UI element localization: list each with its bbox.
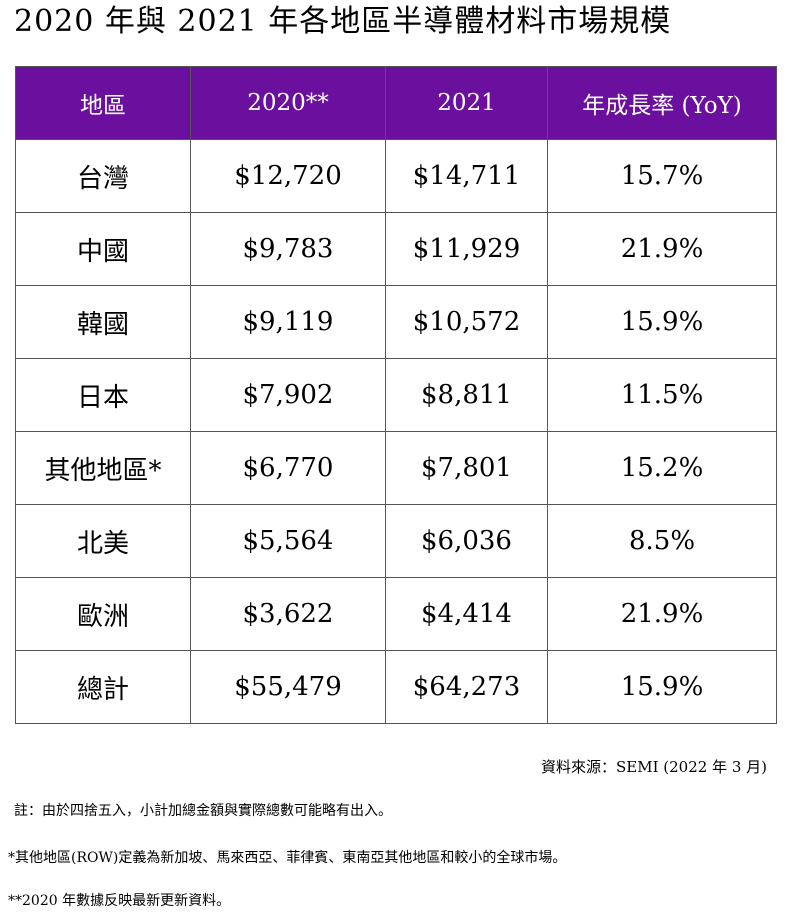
table-row: 北美 $5,564 $6,036 8.5% <box>15 504 777 578</box>
value-2021-cell: $11,929 <box>385 212 548 286</box>
yoy-cell: 21.9% <box>547 212 777 286</box>
yoy-cell: 15.7% <box>547 139 777 213</box>
value-2021-cell: $8,811 <box>385 358 548 432</box>
region-cell: 中國 <box>15 212 191 286</box>
yoy-cell: 15.2% <box>547 431 777 505</box>
page-title: 2020 年與 2021 年各地區半導體材料市場規模 <box>14 4 672 39</box>
value-2021-cell: $6,036 <box>385 504 548 578</box>
table-row: 台灣 $12,720 $14,711 15.7% <box>15 139 777 213</box>
value-2020-cell: $9,119 <box>190 285 386 359</box>
rounding-note: 註：由於四捨五入，小計加總金額與實際總數可能略有出入。 <box>14 803 392 819</box>
value-2021-cell: $10,572 <box>385 285 548 359</box>
source-citation: 資料來源：SEMI (2022 年 3 月) <box>540 758 767 776</box>
value-2020-cell: $12,720 <box>190 139 386 213</box>
region-cell: 台灣 <box>15 139 191 213</box>
value-2021-cell: $14,711 <box>385 139 548 213</box>
region-cell: 北美 <box>15 504 191 578</box>
region-cell: 總計 <box>15 650 191 724</box>
value-2020-cell: $55,479 <box>190 650 386 724</box>
value-2021-cell: $7,801 <box>385 431 548 505</box>
table-row-total: 總計 $55,479 $64,273 15.9% <box>15 650 777 724</box>
table-row: 歐洲 $3,622 $4,414 21.9% <box>15 577 777 651</box>
yoy-cell: 21.9% <box>547 577 777 651</box>
column-header-region: 地區 <box>15 66 191 140</box>
table-row: 中國 $9,783 $11,929 21.9% <box>15 212 777 286</box>
data-update-note: **2020 年數據反映最新更新資料。 <box>8 893 231 909</box>
table-header-row: 地區 2020** 2021 年成長率 (YoY) <box>15 66 777 140</box>
column-header-2020: 2020** <box>190 66 386 140</box>
yoy-cell: 15.9% <box>547 650 777 724</box>
value-2020-cell: $3,622 <box>190 577 386 651</box>
value-2020-cell: $9,783 <box>190 212 386 286</box>
table-row: 日本 $7,902 $8,811 11.5% <box>15 358 777 432</box>
yoy-cell: 11.5% <box>547 358 777 432</box>
region-cell: 日本 <box>15 358 191 432</box>
yoy-cell: 8.5% <box>547 504 777 578</box>
table-row: 韓國 $9,119 $10,572 15.9% <box>15 285 777 359</box>
region-cell: 韓國 <box>15 285 191 359</box>
table-row: 其他地區* $6,770 $7,801 15.2% <box>15 431 777 505</box>
region-cell: 歐洲 <box>15 577 191 651</box>
value-2020-cell: $7,902 <box>190 358 386 432</box>
value-2021-cell: $4,414 <box>385 577 548 651</box>
column-header-2021: 2021 <box>385 66 548 140</box>
column-header-yoy: 年成長率 (YoY) <box>547 66 777 140</box>
value-2020-cell: $5,564 <box>190 504 386 578</box>
region-cell: 其他地區* <box>15 431 191 505</box>
row-definition-note: *其他地區(ROW)定義為新加坡、馬來西亞、菲律賓、東南亞其他地區和較小的全球市… <box>8 850 567 866</box>
market-size-table: 地區 2020** 2021 年成長率 (YoY) 台灣 $12,720 $14… <box>15 66 777 724</box>
yoy-cell: 15.9% <box>547 285 777 359</box>
value-2020-cell: $6,770 <box>190 431 386 505</box>
value-2021-cell: $64,273 <box>385 650 548 724</box>
